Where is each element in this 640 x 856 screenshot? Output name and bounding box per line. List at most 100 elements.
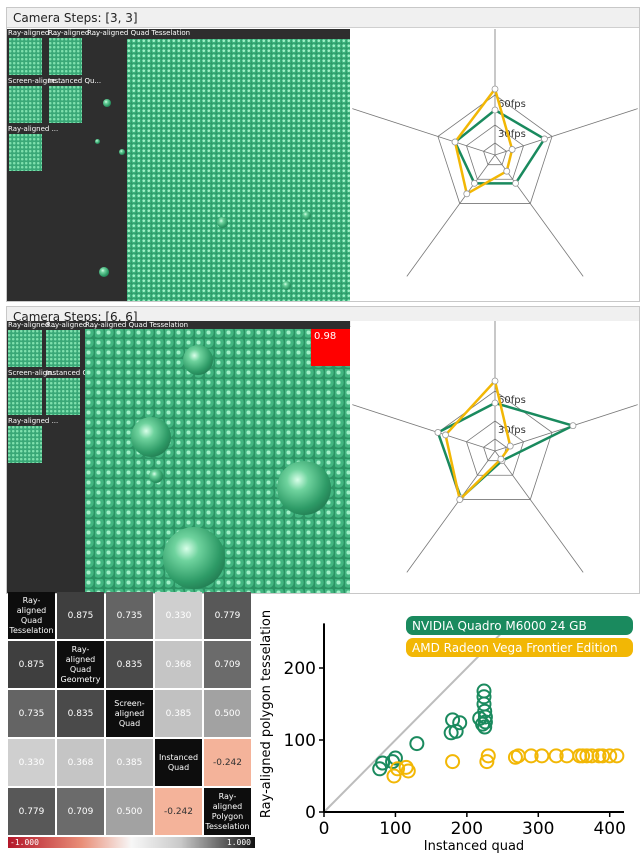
radar-axis <box>406 450 496 573</box>
x-tick-label: 100 <box>379 819 411 839</box>
heatmap-cell: 0.779 <box>204 592 251 639</box>
scatter-point <box>479 754 495 770</box>
mid-thumb-5[interactable]: Ray-aligned ... <box>7 417 58 465</box>
sphere-decor <box>277 461 331 515</box>
radar-axis <box>352 404 496 452</box>
top-panel: Camera Steps: [3, 3] Ray-aligned ... Ray… <box>6 7 640 302</box>
radar-point <box>512 179 519 187</box>
radar-point <box>463 190 471 198</box>
sphere-decor <box>217 217 228 228</box>
top-thumb-1[interactable]: Ray-aligned ... <box>7 29 58 77</box>
top-thumb-3[interactable]: Screen-aligne... <box>7 77 63 125</box>
mid-render-view[interactable]: Ray-aligned ... Ray-aligned ... Screen-a… <box>7 321 350 593</box>
top-thumb-5[interactable]: Ray-aligned ... <box>7 125 58 173</box>
scatter-point <box>375 755 391 771</box>
thumb-label: Instanced Qu... <box>46 369 100 377</box>
heatmap-cell: 0.368 <box>155 641 202 688</box>
main-view-label: Ray-aligned Quad Tesselation <box>87 29 191 37</box>
scatter-point <box>477 714 493 730</box>
scatter-point <box>477 703 493 719</box>
scatter-point <box>534 748 550 764</box>
radar-point <box>491 377 499 385</box>
scatter-point <box>523 748 539 764</box>
y-tick-label: 0 <box>305 803 316 823</box>
radar-ring <box>437 94 553 204</box>
heatmap-diagonal-label: Instanced Quad <box>155 739 202 786</box>
heatmap-cell: 0.735 <box>8 690 55 737</box>
sphere-decor <box>99 267 109 277</box>
scatter-point <box>390 761 406 777</box>
radar-point <box>541 135 548 143</box>
thumb-label: Ray-aligned ... <box>48 29 99 37</box>
heatmap-cell: -0.242 <box>155 788 202 835</box>
thumb-image <box>49 38 82 75</box>
scatter-point <box>575 748 591 764</box>
score-overlay-value: 0.98 <box>314 331 337 342</box>
thumb-label: Instanced Qu... <box>48 77 102 85</box>
thumb-label: Ray-aligned ... <box>8 125 59 133</box>
sphere-render-main <box>127 39 350 301</box>
mid-thumb-1[interactable]: Ray-aligned ... <box>7 321 58 369</box>
x-tick-label: 300 <box>522 819 554 839</box>
thumb-image <box>46 330 80 367</box>
radar-point <box>503 167 511 175</box>
heatmap-cell: 0.709 <box>57 788 104 835</box>
colorbar-max-label: 1.000 <box>226 838 251 847</box>
heatmap-colorbar: -1.000 1.000 <box>8 837 255 848</box>
heatmap-cell: 0.330 <box>8 739 55 786</box>
heatmap-cell: 0.385 <box>106 739 153 786</box>
radar-point <box>491 106 499 114</box>
legend-entry-box <box>406 638 633 657</box>
radar-ring <box>483 438 507 462</box>
radar-series-line <box>453 86 514 196</box>
heatmap-cell: 0.875 <box>57 592 104 639</box>
top-thumb-2[interactable]: Ray-aligned ... <box>47 29 98 77</box>
radar-axis <box>494 108 638 156</box>
radar-series-line <box>453 108 547 185</box>
radar-ring <box>437 390 553 500</box>
y-tick-label: 200 <box>284 659 316 679</box>
x-tick-label: 200 <box>451 819 483 839</box>
heatmap-cell: 0.500 <box>204 690 251 737</box>
scatter-point <box>386 768 402 784</box>
scatter-point <box>387 750 403 766</box>
thumb-image <box>8 426 42 463</box>
heatmap-cell: 0.735 <box>106 592 153 639</box>
mid-thumb-4[interactable]: Instanced Qu... <box>45 369 99 417</box>
thumb-label: Ray-aligned ... <box>46 321 97 329</box>
top-render-view[interactable]: Ray-aligned ... Ray-aligned ... Screen-a… <box>7 29 350 301</box>
radar-axis <box>352 108 496 156</box>
scatter-point <box>477 719 493 735</box>
heatmap-diagonal-label: Ray-aligned Quad Tesselation <box>8 592 55 639</box>
main-view-label: Ray-aligned Quad Tesselation <box>85 321 189 329</box>
radar-point <box>451 138 459 146</box>
x-tick-label: 400 <box>593 819 625 839</box>
heatmap-cell: 0.835 <box>106 641 153 688</box>
radar-point <box>456 496 464 503</box>
radar-point <box>497 455 505 463</box>
heatmap-cell: 0.875 <box>8 641 55 688</box>
radar-axis <box>494 450 584 573</box>
scatter-point <box>452 715 468 731</box>
heatmap-cell: 0.500 <box>106 788 153 835</box>
heatmap-cell: 0.330 <box>155 592 202 639</box>
sphere-decor <box>282 281 291 290</box>
radar-ring-label: 60fps <box>498 395 526 406</box>
scatter-point <box>480 748 496 764</box>
radar-axis <box>494 154 584 277</box>
mid-thumb-3[interactable]: Screen-align... <box>7 369 58 417</box>
top-thumb-4[interactable]: Instanced Qu... <box>47 77 101 125</box>
thumb-label: Screen-align... <box>8 369 59 377</box>
mid-thumb-2[interactable]: Ray-aligned ... <box>45 321 96 369</box>
sphere-decor <box>302 211 311 220</box>
scatter-point <box>448 723 464 739</box>
heatmap-cell: -0.242 <box>204 739 251 786</box>
thumb-label: Ray-aligned ... <box>8 29 59 37</box>
y-tick-label: 100 <box>284 731 316 751</box>
thumb-image <box>9 38 42 75</box>
radar-point <box>506 442 514 450</box>
heatmap-diagonal-label: Ray-aligned Polygon Tesselation <box>204 788 251 835</box>
x-axis-label: Instanced quad <box>424 839 524 854</box>
radar-ring <box>483 142 507 166</box>
